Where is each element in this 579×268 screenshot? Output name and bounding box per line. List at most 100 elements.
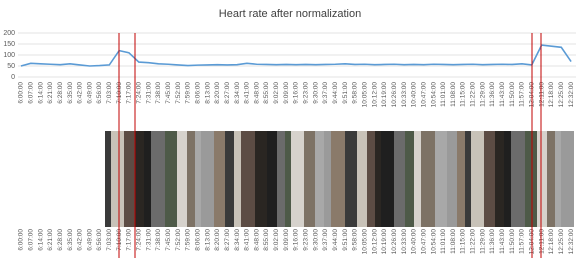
x-tick-label: 8:13:00	[204, 82, 211, 104]
photo	[315, 131, 324, 227]
x-tick-label: 6:21:00	[47, 82, 54, 104]
x-tick-label-bottom: 9:58:00	[352, 229, 359, 251]
x-tick-label-bottom: 11:50:00	[509, 229, 516, 254]
x-tick-label-bottom: 8:34:00	[234, 229, 241, 251]
x-tick-label-bottom: 9:30:00	[312, 229, 319, 251]
photo	[547, 131, 555, 227]
x-tick-label-bottom: 12:32:00	[568, 229, 575, 255]
y-tick-label: 50	[7, 63, 15, 70]
photo	[135, 131, 144, 227]
x-tick-label: 7:45:00	[165, 82, 172, 104]
x-tick-label-bottom: 9:23:00	[303, 229, 310, 251]
x-tick-label: 8:27:00	[224, 82, 231, 104]
photo	[414, 131, 421, 227]
x-tick-label-bottom: 9:44:00	[332, 229, 339, 251]
x-tick-label: 10:26:00	[391, 82, 398, 108]
x-tick-label: 9:02:00	[273, 82, 280, 104]
x-tick-label: 6:28:00	[57, 82, 64, 104]
x-tick-label: 12:32:00	[568, 82, 575, 108]
x-tick-label: 9:37:00	[322, 82, 329, 104]
x-tick-label: 7:17:00	[126, 82, 133, 104]
x-tick-label-bottom: 9:09:00	[283, 229, 290, 251]
photo	[435, 131, 447, 227]
x-tick-label: 9:16:00	[293, 82, 300, 104]
x-tick-label: 8:20:00	[214, 82, 221, 104]
x-tick-label-bottom: 11:01:00	[440, 229, 447, 254]
x-tick-label: 8:48:00	[253, 82, 260, 104]
photo	[331, 131, 345, 227]
photo	[111, 131, 124, 227]
photo	[291, 131, 304, 227]
photo	[195, 131, 201, 227]
x-tick-label-bottom: 8:06:00	[194, 229, 201, 251]
x-tick-label: 11:36:00	[489, 82, 496, 107]
x-tick-label-bottom: 6:21:00	[47, 229, 54, 251]
x-tick-label-bottom: 11:43:00	[499, 229, 506, 254]
x-tick-label-bottom: 7:59:00	[185, 229, 192, 251]
x-tick-label: 9:30:00	[312, 82, 319, 104]
photo	[484, 131, 495, 227]
x-tick-label: 10:05:00	[361, 82, 368, 108]
x-tick-label: 7:24:00	[136, 82, 143, 104]
x-tick-label-bottom: 6:35:00	[67, 229, 74, 251]
photo	[381, 131, 394, 227]
x-tick-label-bottom: 8:20:00	[214, 229, 221, 251]
x-tick-label-bottom: 6:49:00	[86, 229, 93, 251]
photo	[457, 131, 465, 227]
photo	[267, 131, 277, 227]
x-tick-label-bottom: 7:38:00	[155, 229, 162, 251]
x-tick-label: 9:09:00	[283, 82, 290, 104]
photo	[561, 131, 574, 227]
photo	[187, 131, 195, 227]
x-tick-label-bottom: 6:56:00	[96, 229, 103, 251]
x-tick-label-bottom: 8:55:00	[263, 229, 270, 251]
x-tick-label: 7:52:00	[175, 82, 182, 104]
photo	[357, 131, 367, 227]
x-tick-label-bottom: 7:45:00	[165, 229, 172, 251]
x-tick-label-bottom: 7:31:00	[145, 229, 152, 251]
photo	[504, 131, 511, 227]
x-tick-label: 11:50:00	[509, 82, 516, 107]
x-tick-label: 9:51:00	[342, 82, 349, 104]
photo	[105, 131, 111, 227]
x-tick-label: 10:40:00	[411, 82, 418, 108]
x-tick-label: 10:33:00	[401, 82, 408, 108]
x-tick-label: 6:07:00	[27, 82, 34, 104]
x-tick-label: 6:14:00	[37, 82, 44, 104]
x-tick-label: 11:43:00	[499, 82, 506, 107]
photo	[144, 131, 151, 227]
y-tick-label: 200	[3, 30, 15, 37]
x-tick-label-bottom: 7:03:00	[106, 229, 113, 251]
x-tick-label: 11:22:00	[470, 82, 477, 107]
x-tick-label-bottom: 11:22:00	[470, 229, 477, 254]
x-tick-label-bottom: 11:57:00	[519, 229, 526, 254]
x-tick-label: 8:34:00	[234, 82, 241, 104]
photo	[255, 131, 267, 227]
x-tick-label: 9:44:00	[332, 82, 339, 104]
x-tick-label-bottom: 9:16:00	[293, 229, 300, 251]
x-tick-label: 6:35:00	[67, 82, 74, 104]
x-tick-label-bottom: 8:48:00	[253, 229, 260, 251]
photo	[241, 131, 255, 227]
photo	[214, 131, 225, 227]
y-tick-label: 0	[11, 74, 15, 81]
photo	[465, 131, 471, 227]
photo	[511, 131, 525, 227]
x-tick-label: 12:25:00	[558, 82, 565, 108]
x-tick-label: 11:29:00	[479, 82, 486, 107]
x-tick-label: 9:58:00	[352, 82, 359, 104]
photo	[525, 131, 537, 227]
x-tick-label: 11:08:00	[450, 82, 457, 107]
x-tick-label-bottom: 10:47:00	[420, 229, 427, 255]
photo	[537, 131, 547, 227]
x-tick-label-bottom: 10:26:00	[391, 229, 398, 255]
x-tick-label-bottom: 7:17:00	[126, 229, 133, 251]
photo	[234, 131, 241, 227]
x-tick-label: 7:03:00	[106, 82, 113, 104]
photo	[324, 131, 331, 227]
x-tick-label-bottom: 12:11:00	[538, 229, 545, 254]
x-tick-label: 7:31:00	[145, 82, 152, 104]
x-tick-label: 12:11:00	[538, 82, 545, 107]
x-tick-label-bottom: 12:25:00	[558, 229, 565, 255]
x-tick-label: 9:23:00	[303, 82, 310, 104]
